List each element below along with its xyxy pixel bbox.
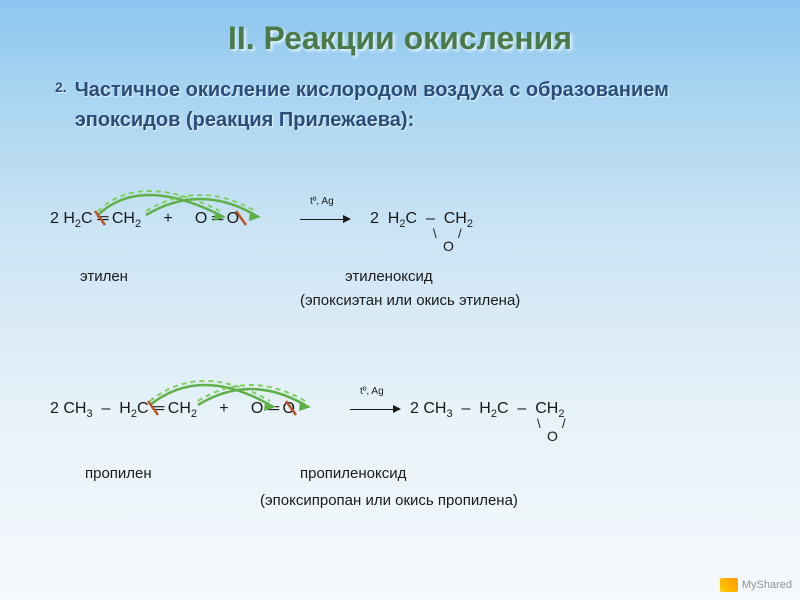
watermark-text: MyShared (742, 579, 792, 591)
r1-conditions: tº, Ag (310, 196, 334, 207)
r1-slash-l: \ (433, 226, 437, 241)
r1-name-left: этилен (80, 268, 128, 285)
r2-arrow (350, 409, 395, 410)
r1-bridge-O: O (443, 238, 454, 254)
r2-rhs: 2 CH3 – H2C – CH2 (410, 400, 564, 420)
r1-name-right2: (эпоксиэтан или окись этилена) (300, 292, 520, 309)
r2-lhs: 2 CH3 – H2C ═ CH2 + O ═ O (50, 400, 295, 417)
r2-conditions: tº, Ag (360, 386, 384, 397)
r2-slash-r: / (562, 416, 566, 431)
subtitle-text: Частичное окисление кислородом воздуха с… (75, 75, 760, 135)
r1-slash-r: / (458, 226, 462, 241)
subtitle-row: 2. Частичное окисление кислородом воздух… (55, 75, 760, 135)
r2-name-right: пропиленоксид (300, 465, 406, 482)
r1-lhs: 2 H2C ═ CH2 + O ═ O (50, 210, 239, 227)
r1-arrowhead (343, 215, 351, 223)
r2-bridge-O: O (547, 428, 558, 444)
reaction-1: 2 H2C ═ CH2 + O ═ O tº, Ag 2 H2C – CH2 \… (50, 210, 750, 230)
r1-name-right: этиленоксид (345, 268, 433, 285)
r2-name-right2: (эпоксипропан или окись пропилена) (260, 492, 518, 509)
r2-arrowhead (393, 405, 401, 413)
watermark-icon (720, 578, 738, 592)
reaction-2: 2 CH3 – H2C ═ CH2 + O ═ O tº, Ag 2 CH3 –… (50, 400, 770, 420)
watermark: MyShared (720, 578, 792, 592)
r2-slash-l: \ (537, 416, 541, 431)
slide-title: II. Реакции окисления (0, 0, 800, 57)
r1-arrow (300, 219, 345, 220)
r2-name-left: пропилен (85, 465, 152, 482)
subtitle-number: 2. (55, 79, 67, 95)
